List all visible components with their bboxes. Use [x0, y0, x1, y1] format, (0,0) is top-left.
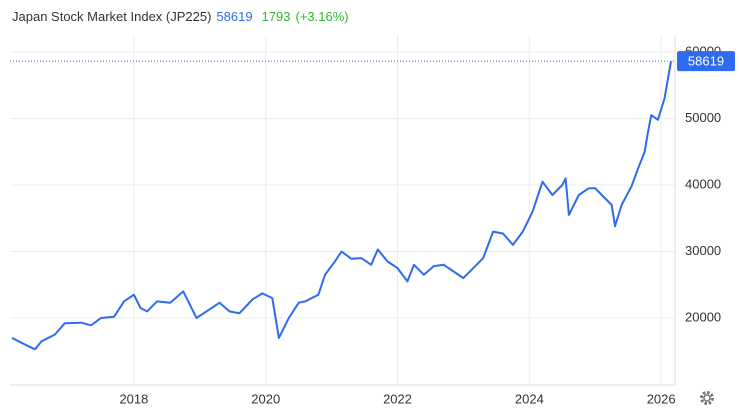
title: Japan Stock Market Index (JP225) — [12, 9, 211, 24]
price-line — [11, 61, 672, 351]
chart-title: Japan Stock Market Index (JP225) 58619 179… — [12, 9, 349, 24]
x-tick-label: 2022 — [383, 391, 412, 406]
last-price-label: 58619 — [688, 54, 724, 69]
settings-icon[interactable] — [700, 391, 714, 405]
change: 1793 — [262, 9, 291, 24]
y-tick-label: 20000 — [685, 309, 721, 324]
x-tick-label: 2020 — [251, 391, 280, 406]
x-tick-label: 2018 — [119, 391, 148, 406]
change-percent: (+3.16%) — [296, 9, 349, 24]
last-price: 58619 — [216, 9, 252, 24]
y-tick-label: 30000 — [685, 243, 721, 258]
y-tick-label: 40000 — [685, 176, 721, 191]
grid — [10, 35, 675, 385]
y-tick-label: 50000 — [685, 110, 721, 125]
x-tick-label: 2026 — [647, 391, 676, 406]
x-tick-label: 2024 — [515, 391, 544, 406]
last-price-box — [677, 51, 735, 72]
